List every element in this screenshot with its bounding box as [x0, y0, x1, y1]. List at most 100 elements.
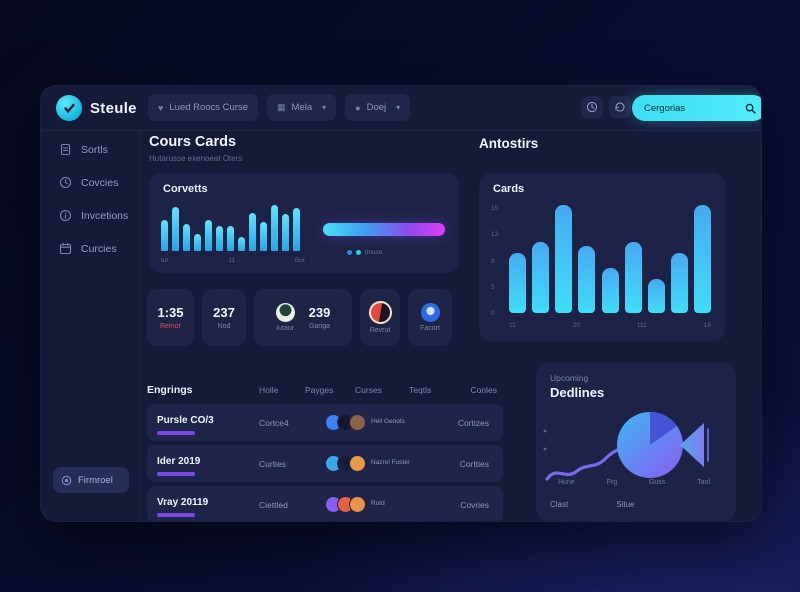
activity-card-title: Corvetts: [163, 183, 208, 195]
bar: [555, 204, 573, 313]
sidebar-item-firmroel[interactable]: Firmroel: [53, 467, 129, 493]
stat-value: 237: [213, 305, 235, 320]
doej-dropdown-label: Doej: [366, 102, 387, 113]
stat-card-count[interactable]: 237 Nod: [202, 289, 246, 346]
stat-card-timer[interactable]: 1:35 Remor: [147, 289, 194, 346]
media-dropdown-button[interactable]: ▦ Mela ▾: [267, 94, 337, 121]
sidebar-item-covcies[interactable]: Covcies: [59, 176, 118, 189]
bar: [183, 224, 190, 251]
deadlines-eyebrow: Upcoming: [550, 373, 589, 383]
clock-icon: [59, 176, 72, 189]
stat-label: Ganga: [308, 323, 330, 330]
stat-label: Nod: [217, 323, 231, 330]
people-names: Rutd: [371, 500, 385, 508]
x-tick-label: 11: [509, 322, 516, 329]
footer-label[interactable]: Clast: [550, 500, 569, 509]
activity-card: Corvetts tur 11 Bur tinuse: [149, 173, 459, 273]
history-button[interactable]: [609, 96, 631, 118]
search-input[interactable]: [642, 101, 724, 115]
table-row[interactable]: Pursle CO/3 Cortce4 Hell Genots Cortizes: [147, 404, 503, 441]
avatar: [349, 455, 366, 472]
x-tick-label: Guss: [648, 479, 666, 486]
activity-x-labels: tur 11 Bur: [161, 257, 305, 264]
x-tick-label: 18: [703, 322, 711, 329]
row-col2: Ciettled: [259, 499, 288, 510]
row-progress-bar: [157, 513, 195, 517]
bar: [694, 204, 711, 313]
stat-card-revrut[interactable]: Revrut: [360, 289, 400, 346]
funnel-shape: [680, 423, 704, 467]
row-progress-bar: [157, 431, 195, 435]
footer-label[interactable]: Situe: [616, 500, 635, 509]
calendar-icon: [59, 242, 72, 255]
leads-button-label: Lued Roocs Curse: [169, 102, 249, 113]
y-tick-mark: [543, 447, 547, 451]
courses-table: Engrings Holle Payges Curses Teqtls Conl…: [147, 380, 503, 521]
table-header[interactable]: Payges: [305, 385, 334, 395]
table-header[interactable]: Holle: [259, 385, 279, 395]
doej-dropdown-button[interactable]: ● Doej ▾: [345, 94, 411, 121]
x-tick-label: Frg: [606, 479, 618, 486]
table-header[interactable]: Teqtls: [409, 385, 432, 395]
y-tick-label: 8: [491, 257, 495, 265]
app-title: Steule: [90, 99, 137, 117]
bar: [194, 234, 201, 251]
bar: [205, 219, 212, 251]
gradient-progress-bar[interactable]: [323, 223, 445, 236]
search-box[interactable]: [632, 95, 761, 121]
dashboard-window: Steule ♥ Lued Roocs Curse ▦ Mela ▾ ● Doe…: [40, 85, 762, 522]
x-tick-label: 111: [636, 322, 647, 329]
sidebar-item-sortls[interactable]: Sortls: [59, 143, 108, 156]
legend-label: tinuse: [365, 249, 383, 256]
row-people-cell: Hell Genots: [325, 414, 443, 431]
table-row[interactable]: Vray 20119 Ciettled Rutd Covries: [147, 486, 503, 521]
stat-label: Iutaur: [276, 325, 295, 332]
clock-button[interactable]: [581, 96, 603, 118]
circle-icon: ●: [355, 102, 361, 113]
sidebar: Sortls Covcies Invcetions Curcies: [41, 130, 140, 521]
bar: [509, 253, 526, 313]
wavy-line: [545, 446, 624, 481]
deadlines-card: Upcoming Dedlines Hune F: [536, 363, 736, 521]
app-logo[interactable]: Steule: [56, 95, 137, 121]
row-people-cell: Rutd: [325, 496, 443, 513]
user-avatar: [275, 303, 295, 322]
row-progress-bar: [157, 472, 195, 476]
x-tick-label: tur: [161, 257, 169, 264]
x-tick-label: 20: [572, 322, 580, 329]
cards-chart-title: Cards: [493, 183, 525, 195]
row-col4: Covries: [460, 499, 489, 510]
sidebar-pill-label: Firmroel: [78, 474, 113, 486]
row-name-cell: Pursle CO/3: [157, 410, 259, 435]
deadlines-x-labels: Hune Frg Guss Taol: [558, 479, 710, 486]
sidebar-item-invcetions[interactable]: Invcetions: [59, 209, 128, 222]
bar: [624, 242, 642, 313]
table-header[interactable]: Conles: [470, 385, 497, 395]
bar: [293, 208, 300, 251]
sidebar-item-curcies[interactable]: Curcies: [59, 242, 117, 255]
stat-card-facort[interactable]: Facort: [408, 289, 452, 346]
search-icon: [745, 103, 756, 114]
y-tick-label: 0: [491, 310, 495, 317]
cards-bar-chart: [509, 201, 711, 313]
y-tick-label: 15: [491, 205, 499, 212]
sidebar-item-label: Curcies: [81, 242, 117, 255]
stat-card-user[interactable]: Iutaur 239 Ganga: [254, 289, 352, 346]
leads-button[interactable]: ♥ Lued Roocs Curse: [148, 94, 259, 121]
activity-legend: tinuse: [347, 249, 382, 256]
table-header[interactable]: Curses: [355, 385, 382, 395]
table-row[interactable]: Ider 2019 Curties Nazrel Fuster Cortties: [147, 445, 503, 482]
facort-avatar: [420, 303, 440, 322]
stat-value: 239: [308, 305, 331, 320]
top-bar: Steule ♥ Lued Roocs Curse ▦ Mela ▾ ● Doe…: [41, 86, 761, 131]
row-col4: Cortizes: [457, 417, 489, 428]
table-header-name[interactable]: Engrings: [147, 384, 193, 396]
x-tick-label: 11: [228, 257, 236, 264]
history-icon: [615, 102, 625, 112]
bar: [282, 214, 289, 251]
bar: [260, 221, 267, 251]
logo-icon: [56, 95, 82, 121]
cards-x-labels: 11 20 111 18: [509, 322, 711, 329]
deadlines-chart: [543, 412, 709, 481]
